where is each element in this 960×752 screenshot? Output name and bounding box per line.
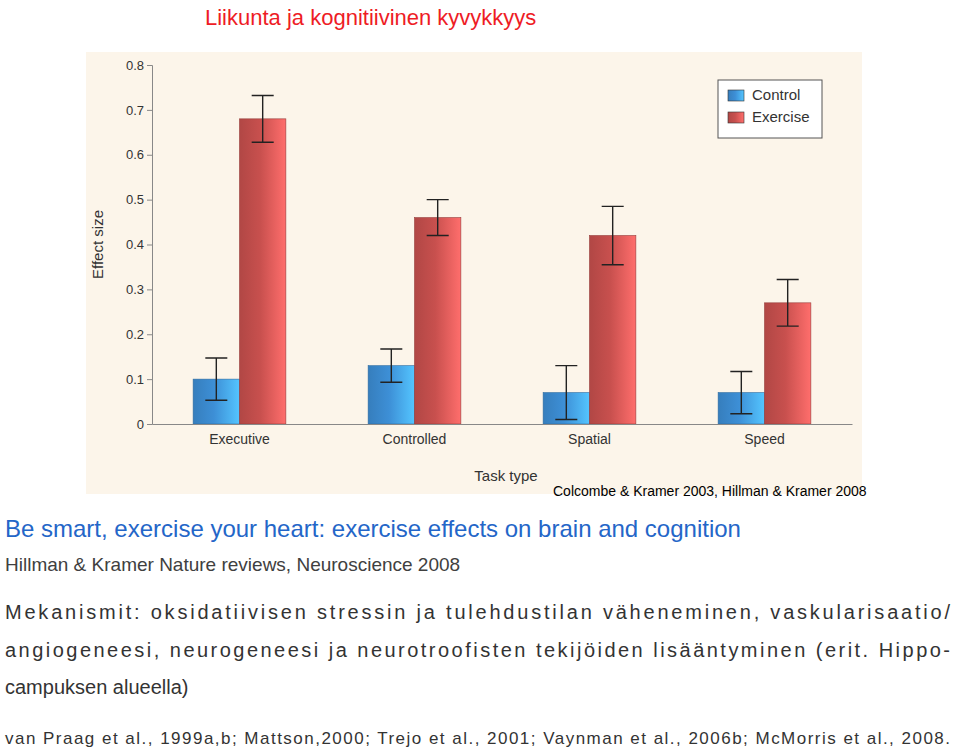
tick-mark — [147, 245, 152, 246]
error-bar — [205, 358, 227, 400]
series — [240, 96, 811, 424]
legend-swatch — [728, 90, 744, 101]
tick-mark — [147, 200, 152, 201]
tick-mark — [147, 334, 152, 335]
error-bar-line — [380, 349, 402, 382]
mechanisms-line: Mekanismit: oksidatiivisen stressin ja t… — [5, 601, 950, 623]
x-tick: Speed — [744, 424, 784, 447]
tick-label: Spatial — [568, 431, 611, 447]
error-bar — [777, 280, 799, 327]
x-axis: Executive Controlled Spatial Speed — [153, 424, 853, 447]
error-bar-line — [777, 280, 799, 327]
tick-mark — [147, 155, 152, 156]
citations: van Praag et al., 1999a,b; Mattson,2000;… — [5, 729, 950, 748]
y-tick: 0.3 — [126, 282, 152, 297]
y-tick: 0.5 — [126, 192, 152, 207]
tick-mark — [147, 379, 152, 380]
x-tick: Spatial — [568, 424, 611, 447]
axis-line — [147, 66, 153, 425]
tick-label: 0.8 — [126, 58, 144, 73]
y-axis: 0 0.1 0.2 0.3 0.4 0.5 0.6 0.7 0.8 — [126, 58, 153, 432]
error-bar-line — [252, 96, 274, 143]
tick-label: 0 — [137, 417, 144, 432]
heading: Be smart, exercise your heart: exercise … — [5, 515, 741, 542]
mechanisms-line: angiogeneesi, neurogeneesi ja neurotroof… — [5, 639, 950, 661]
x-tick: Controlled — [383, 424, 447, 447]
y-tick: 0 — [137, 417, 152, 432]
x-tick: Executive — [209, 424, 270, 447]
y-axis-title: Effect size — [89, 210, 106, 279]
y-tick: 0.6 — [126, 147, 152, 162]
legend-box — [718, 80, 822, 138]
reference: Hillman & Kramer Nature reviews, Neurosc… — [5, 554, 460, 575]
tick-label: Executive — [209, 431, 270, 447]
error-bar — [730, 371, 752, 413]
bar — [240, 119, 286, 424]
tick-label: 0.7 — [126, 103, 144, 118]
legend-label: Control — [752, 86, 800, 103]
y-tick: 0.1 — [126, 372, 152, 387]
bar — [415, 218, 461, 424]
error-bar — [602, 206, 624, 264]
error-bar-line — [555, 366, 577, 420]
legend: Control Exercise — [718, 80, 822, 138]
error-bar — [555, 366, 577, 420]
y-tick: 0.4 — [126, 237, 152, 252]
source: Colcombe & Kramer 2003, Hillman & Kramer… — [553, 483, 867, 499]
tick-mark — [147, 424, 152, 425]
plot-marks — [193, 96, 811, 424]
slide-title: Liikunta ja kognitiivinen kyvykkyys — [205, 5, 536, 30]
tick-label: 0.4 — [126, 237, 144, 252]
tick-label: 0.3 — [126, 282, 144, 297]
legend-swatch — [728, 112, 744, 123]
error-bar — [252, 96, 274, 143]
tick-mark — [147, 289, 152, 290]
tick-label: 0.1 — [126, 372, 144, 387]
y-tick: 0.2 — [126, 327, 152, 342]
y-tick: 0.7 — [126, 103, 152, 118]
tick-label: Speed — [744, 431, 784, 447]
mechanisms-line: campuksen alueella) — [5, 676, 188, 698]
error-bar-line — [730, 371, 752, 413]
tick-label: 0.2 — [126, 327, 144, 342]
x-axis-title: Task type — [474, 467, 537, 484]
tick-label: Controlled — [383, 431, 447, 447]
legend-label: Exercise — [752, 108, 810, 125]
error-bar-line — [427, 200, 449, 236]
tick-mark — [147, 65, 152, 66]
error-bar-line — [205, 358, 227, 400]
axis-line — [153, 424, 853, 425]
error-bar-line — [602, 206, 624, 264]
page: Liikunta ja kognitiivinen kyvykkyys00.10… — [0, 0, 960, 752]
chart-panel — [86, 52, 862, 494]
tick-label: 0.6 — [126, 147, 144, 162]
tick-mark — [147, 110, 152, 111]
error-bar — [380, 349, 402, 382]
tick-label: 0.5 — [126, 192, 144, 207]
y-tick: 0.8 — [126, 58, 152, 73]
error-bar — [427, 200, 449, 236]
